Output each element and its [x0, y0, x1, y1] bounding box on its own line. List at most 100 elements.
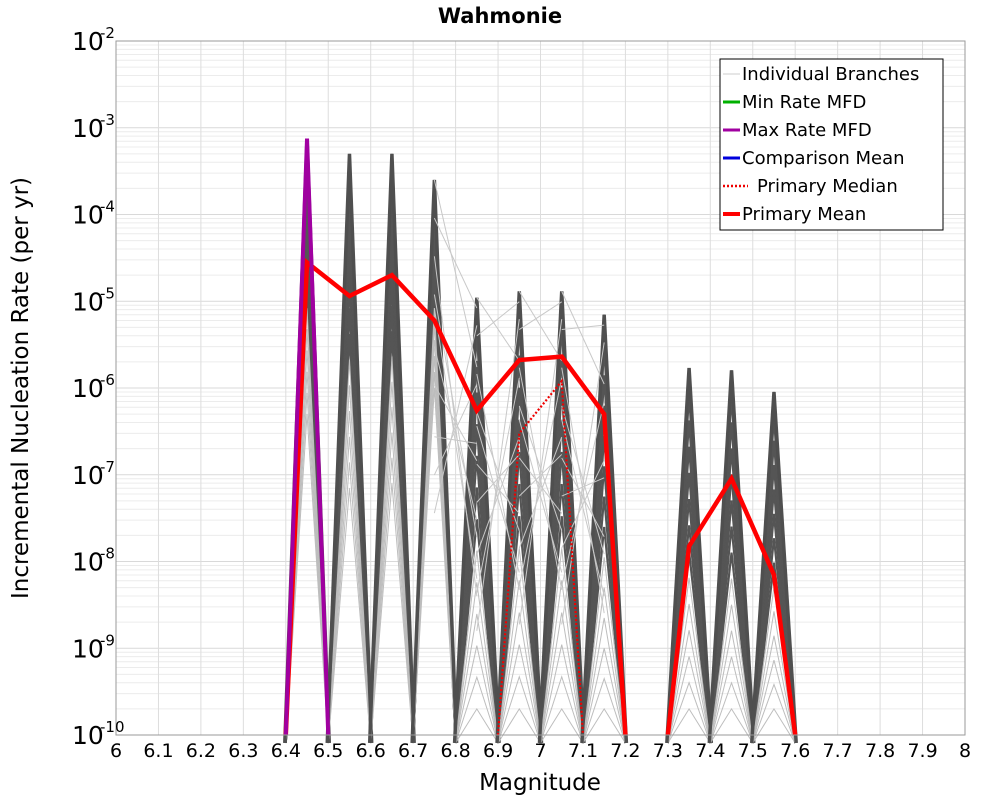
y-tick-exponent: -7: [100, 458, 115, 476]
branch-line: [496, 516, 542, 744]
branch-line: [540, 707, 584, 744]
x-tick-label: 7: [534, 740, 546, 762]
branch-line: [285, 414, 329, 744]
x-tick-label: 7.9: [907, 740, 937, 762]
branch-line: [709, 604, 754, 744]
branch-line: [497, 707, 541, 744]
branch-line: [709, 681, 754, 744]
branch-line: [561, 401, 605, 587]
legend-entry: Primary Median: [723, 176, 898, 197]
branch-line: [709, 630, 754, 744]
y-tick-base: 10: [72, 461, 104, 490]
legend-label: Individual Branches: [742, 64, 919, 85]
branch-line: [580, 314, 629, 744]
branch-line: [709, 656, 754, 744]
y-tick-label: 10-8: [72, 545, 115, 577]
x-tick-label: 7.5: [738, 740, 768, 762]
branch-line: [433, 217, 478, 309]
branch-line: [582, 707, 626, 744]
legend-entry: Min Rate MFD: [723, 92, 866, 113]
branch-line: [752, 707, 796, 744]
branch-line: [327, 462, 372, 744]
branch-line: [433, 346, 478, 520]
legend-label: Max Rate MFD: [742, 120, 872, 141]
branch-line: [709, 707, 754, 744]
branch-line: [540, 612, 584, 744]
branch-line: [433, 308, 478, 579]
branch-line: [518, 419, 563, 573]
branch-line: [752, 660, 796, 744]
branch-line: [581, 526, 627, 744]
branch-line: [582, 617, 626, 744]
branch-line: [433, 384, 478, 461]
y-tick-label: 10-7: [72, 458, 115, 490]
branch-line: [497, 675, 541, 744]
y-tick-exponent: -3: [100, 111, 115, 129]
y-axis-label: Incremental Nucleation Rate (per yr): [8, 177, 34, 599]
y-tick-base: 10: [72, 201, 104, 230]
branch-line: [518, 378, 563, 587]
x-tick-label: 7.7: [823, 740, 853, 762]
branch-line: [539, 516, 585, 744]
branch-line: [370, 457, 414, 744]
x-tick-label: 8: [959, 740, 971, 762]
branch-line: [370, 483, 414, 744]
branch-line: [561, 291, 605, 385]
y-tick-label: 10-4: [72, 198, 115, 230]
branch-line: [433, 325, 478, 514]
branch-line: [582, 648, 626, 744]
branch-line: [327, 488, 372, 744]
x-axis-label: Magnitude: [479, 770, 601, 796]
branch-line: [325, 153, 374, 744]
branch-line: [752, 611, 796, 744]
branch-line: [455, 645, 499, 744]
x-tick-label: 7.2: [610, 740, 640, 762]
y-tick-exponent: -2: [100, 24, 115, 42]
y-tick-exponent: -5: [100, 284, 115, 302]
branch-line: [561, 324, 605, 331]
branch-line: [476, 425, 520, 573]
branch-line: [476, 436, 520, 555]
branch-line: [327, 411, 372, 744]
x-tick-label: 6.8: [440, 740, 470, 762]
y-tick-label: 10-3: [72, 111, 115, 143]
y-tick-exponent: -6: [100, 371, 115, 389]
branch-line: [518, 436, 563, 549]
branch-line: [476, 412, 520, 531]
x-tick-label: 6.6: [356, 740, 386, 762]
branch-line: [518, 457, 563, 514]
branch-line: [582, 587, 626, 744]
branch-line: [518, 405, 563, 531]
series-line: [283, 257, 628, 736]
branch-line: [518, 291, 563, 362]
branch-line: [540, 548, 584, 744]
y-tick-exponent: -9: [100, 631, 115, 649]
branch-line: [455, 707, 499, 744]
branch-line: [455, 675, 499, 744]
branch-line: [455, 582, 499, 744]
series-line: [283, 138, 331, 736]
chart-title: Wahmonie: [438, 4, 562, 28]
branch-line: [476, 378, 520, 593]
branch-line: [709, 552, 754, 744]
branch-line: [455, 550, 499, 744]
y-tick-label: 10-6: [72, 371, 115, 403]
branch-line: [561, 342, 605, 625]
branch-line: [540, 580, 584, 744]
x-tick-label: 7.3: [653, 740, 683, 762]
legend-entry: Primary Mean: [723, 204, 866, 225]
legend-entry: Comparison Mean: [723, 148, 905, 169]
branch-line: [540, 675, 584, 744]
y-tick-exponent: -10: [100, 718, 125, 736]
legend-label: Min Rate MFD: [742, 92, 866, 113]
branch-line: [519, 301, 562, 330]
x-tick-label: 6.3: [228, 740, 258, 762]
branch-line: [540, 644, 584, 744]
x-tick-label: 6.2: [186, 740, 216, 762]
y-tick-label: 10-2: [72, 24, 115, 56]
x-tick-label: 7.6: [780, 740, 810, 762]
series-line: [665, 473, 798, 736]
y-tick-base: 10: [72, 114, 104, 143]
legend: Individual Branches Min Rate MFD Max Rate …: [719, 58, 944, 231]
